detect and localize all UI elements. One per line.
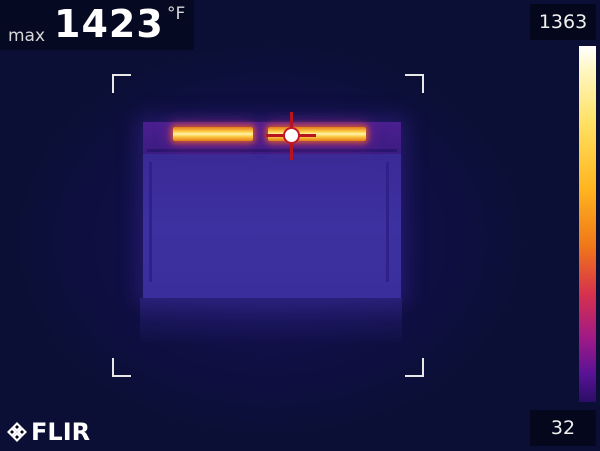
spot-meter-crosshair-icon [266, 112, 316, 160]
logo-text: FLIR [31, 418, 90, 446]
oven-lower-glow [140, 298, 402, 344]
scale-max-value: 1363 [530, 4, 596, 40]
heating-element-left [173, 127, 253, 141]
crosshair-center [283, 127, 300, 144]
area-bracket-bottom-left [112, 358, 131, 377]
oven-left-rail [149, 162, 152, 282]
readout-label: max [8, 26, 45, 46]
area-bracket-top-left [112, 74, 131, 93]
oven-right-rail [386, 162, 389, 282]
scale-min-value: 32 [530, 410, 596, 446]
flir-diamond-logo-icon [6, 421, 28, 443]
readout-value: 1423 [54, 2, 164, 46]
max-temperature-readout: max 1423 °F [0, 0, 194, 50]
area-bracket-top-right [405, 74, 424, 93]
flir-logo: FLIR [6, 415, 90, 449]
area-bracket-bottom-right [405, 358, 424, 377]
readout-unit: °F [167, 4, 185, 24]
temperature-color-scale [579, 46, 596, 402]
